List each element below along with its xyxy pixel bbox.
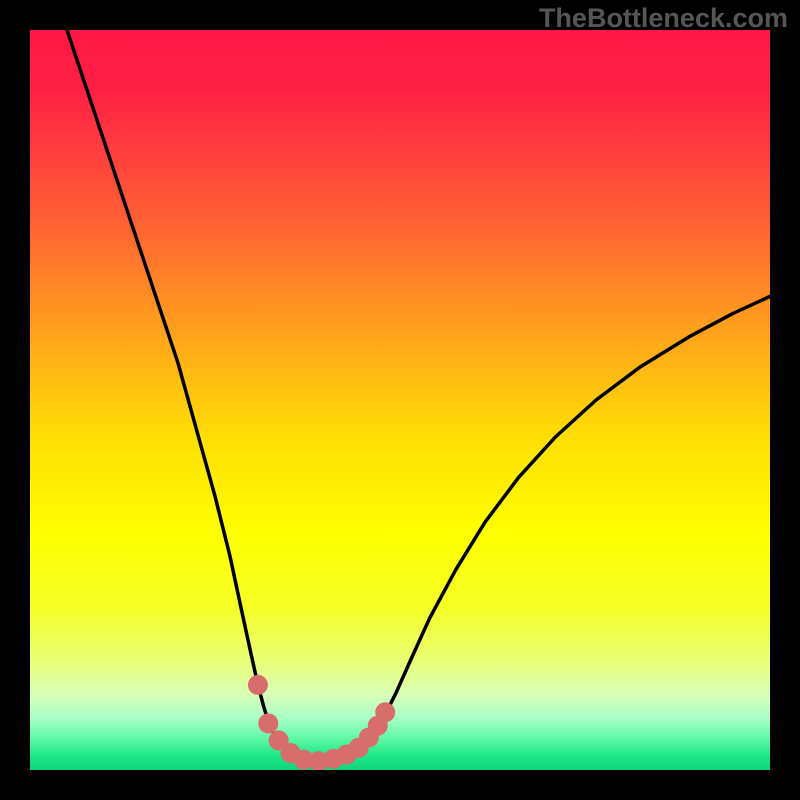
plot-area bbox=[30, 30, 770, 770]
marker-solo bbox=[248, 675, 268, 695]
marker-cluster-10 bbox=[375, 702, 395, 722]
watermark-text: TheBottleneck.com bbox=[539, 3, 788, 34]
marker-group bbox=[248, 675, 395, 770]
chart-frame bbox=[0, 0, 800, 800]
bottleneck-curve bbox=[67, 30, 770, 761]
chart-svg bbox=[30, 30, 770, 770]
marker-cluster-0 bbox=[258, 713, 278, 733]
